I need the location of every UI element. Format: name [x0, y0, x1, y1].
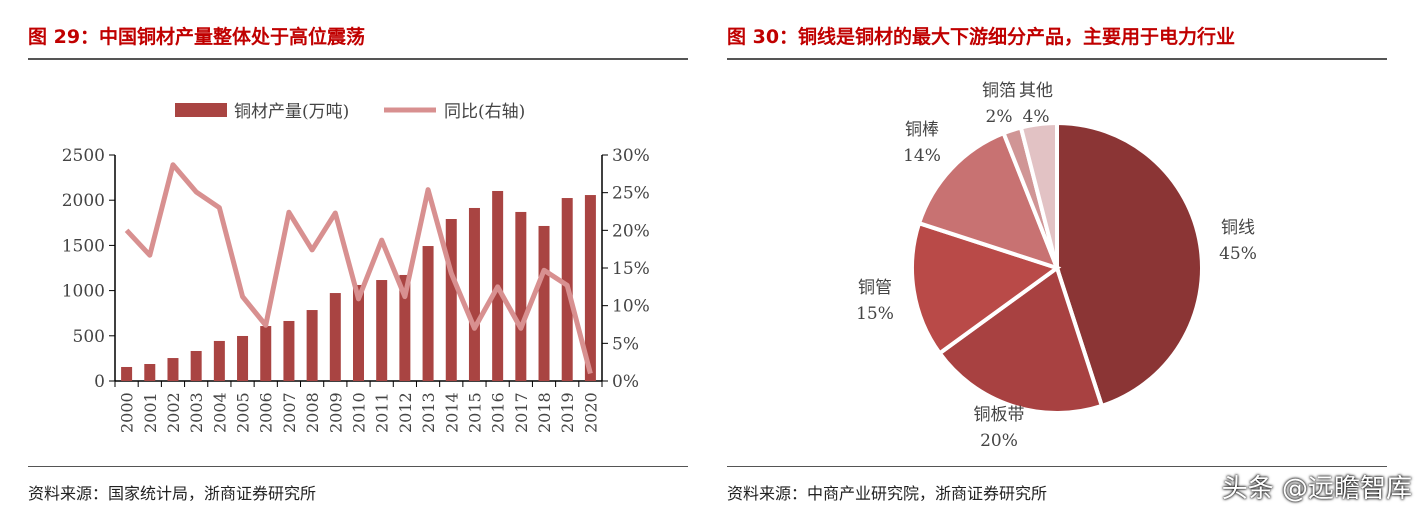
left-tick-label: 1000: [62, 282, 105, 302]
bar-2007: [283, 320, 295, 381]
x-tick-label: 2014: [442, 392, 461, 433]
bar-2009: [329, 293, 341, 381]
bar-2008: [306, 310, 318, 381]
x-tick-label: 2008: [303, 392, 322, 433]
pie-label: 其他: [1019, 81, 1053, 101]
right-source: 资料来源：中商产业研究院，浙商证券研究所: [727, 484, 1048, 503]
left-source: 资料来源：国家统计局，浙商证券研究所: [28, 484, 317, 503]
x-tick-label: 2012: [396, 392, 415, 433]
bar-2000: [121, 366, 133, 381]
left-title-rule: [28, 58, 688, 60]
left-tick-label: 1500: [62, 236, 105, 256]
right-tick-label: 25%: [612, 184, 650, 204]
x-tick-label: 2003: [187, 392, 206, 433]
x-tick-label: 2010: [350, 392, 369, 433]
right-tick-label: 5%: [612, 334, 639, 354]
left-tick-label: 2500: [62, 146, 105, 166]
pie-slice-铜板带: [936, 264, 1105, 415]
bar-2017: [515, 211, 527, 381]
bar-2010: [353, 284, 364, 381]
pie-label: 铜棒: [905, 120, 939, 140]
left-tick-label: 2000: [62, 191, 105, 211]
pie-value: 45%: [1219, 244, 1257, 264]
bar-2012: [399, 274, 411, 381]
bar-2013: [422, 246, 434, 381]
pie-label: 铜线: [1221, 218, 1255, 238]
x-tick-label: 2017: [512, 392, 531, 433]
bar-2001: [144, 364, 156, 381]
pie-label: 铜管: [858, 278, 892, 298]
right-title-rule: [727, 58, 1387, 60]
x-tick-label: 2004: [210, 392, 229, 433]
pie-value: 4%: [1023, 107, 1050, 127]
x-tick-label: 2002: [164, 392, 183, 433]
bar-2014: [445, 219, 457, 381]
right-chart-title: 图 30：铜线是铜材的最大下游细分产品，主要用于电力行业: [727, 26, 1236, 48]
x-tick-label: 2018: [535, 392, 554, 433]
x-tick-label: 2007: [280, 392, 299, 433]
right-tick-label: 20%: [612, 221, 650, 241]
x-tick-label: 2009: [326, 392, 345, 433]
pie-value: 15%: [856, 304, 894, 324]
right-source-rule: [727, 466, 1387, 467]
pie-slice-铜棒: [916, 130, 1061, 272]
x-tick-label: 2013: [419, 392, 438, 433]
bar-2020: [584, 195, 596, 381]
x-tick-label: 2006: [257, 392, 276, 433]
bar-2011: [376, 280, 388, 381]
legend-bar-label: 铜材产量(万吨): [234, 102, 349, 122]
left-tick-label: 0: [94, 372, 105, 392]
bar-2015: [468, 207, 480, 381]
left-source-rule: [28, 466, 688, 467]
pie-label: 铜箔: [982, 81, 1016, 101]
right-tick-label: 10%: [612, 297, 650, 317]
legend-line-label: 同比(右轴): [444, 102, 525, 122]
pie-slice-铜管: [910, 220, 1062, 357]
pie-label: 铜板带: [974, 405, 1025, 425]
bar-2003: [190, 350, 202, 381]
x-tick-label: 2015: [465, 392, 484, 433]
x-tick-label: 2000: [118, 392, 137, 433]
left-chart-title: 图 29：中国铜材产量整体处于高位震荡: [28, 26, 366, 48]
pie-value: 2%: [986, 107, 1013, 127]
x-tick-label: 2016: [489, 392, 508, 433]
x-tick-label: 2011: [373, 392, 392, 433]
bar-2002: [167, 358, 179, 381]
bar-2006: [260, 326, 272, 381]
pie-slice-铜线: [1055, 120, 1204, 409]
bar-2005: [237, 335, 249, 381]
pie-value: 14%: [903, 146, 941, 166]
legend-bar-swatch: [175, 103, 227, 117]
x-tick-label: 2001: [141, 392, 160, 433]
x-tick-label: 2020: [581, 392, 600, 433]
pie-slice-其他: [1018, 120, 1059, 269]
x-tick-label: 2019: [558, 392, 577, 433]
right-tick-label: 30%: [612, 146, 650, 166]
pie-value: 20%: [980, 431, 1018, 451]
bar-2004: [213, 340, 225, 381]
left-tick-label: 500: [73, 327, 105, 347]
right-tick-label: 0%: [612, 372, 639, 392]
watermark: 头条 @远瞻智库: [1221, 474, 1412, 504]
bar-2018: [538, 225, 550, 381]
right-tick-label: 15%: [612, 259, 650, 279]
x-tick-label: 2005: [234, 392, 253, 433]
